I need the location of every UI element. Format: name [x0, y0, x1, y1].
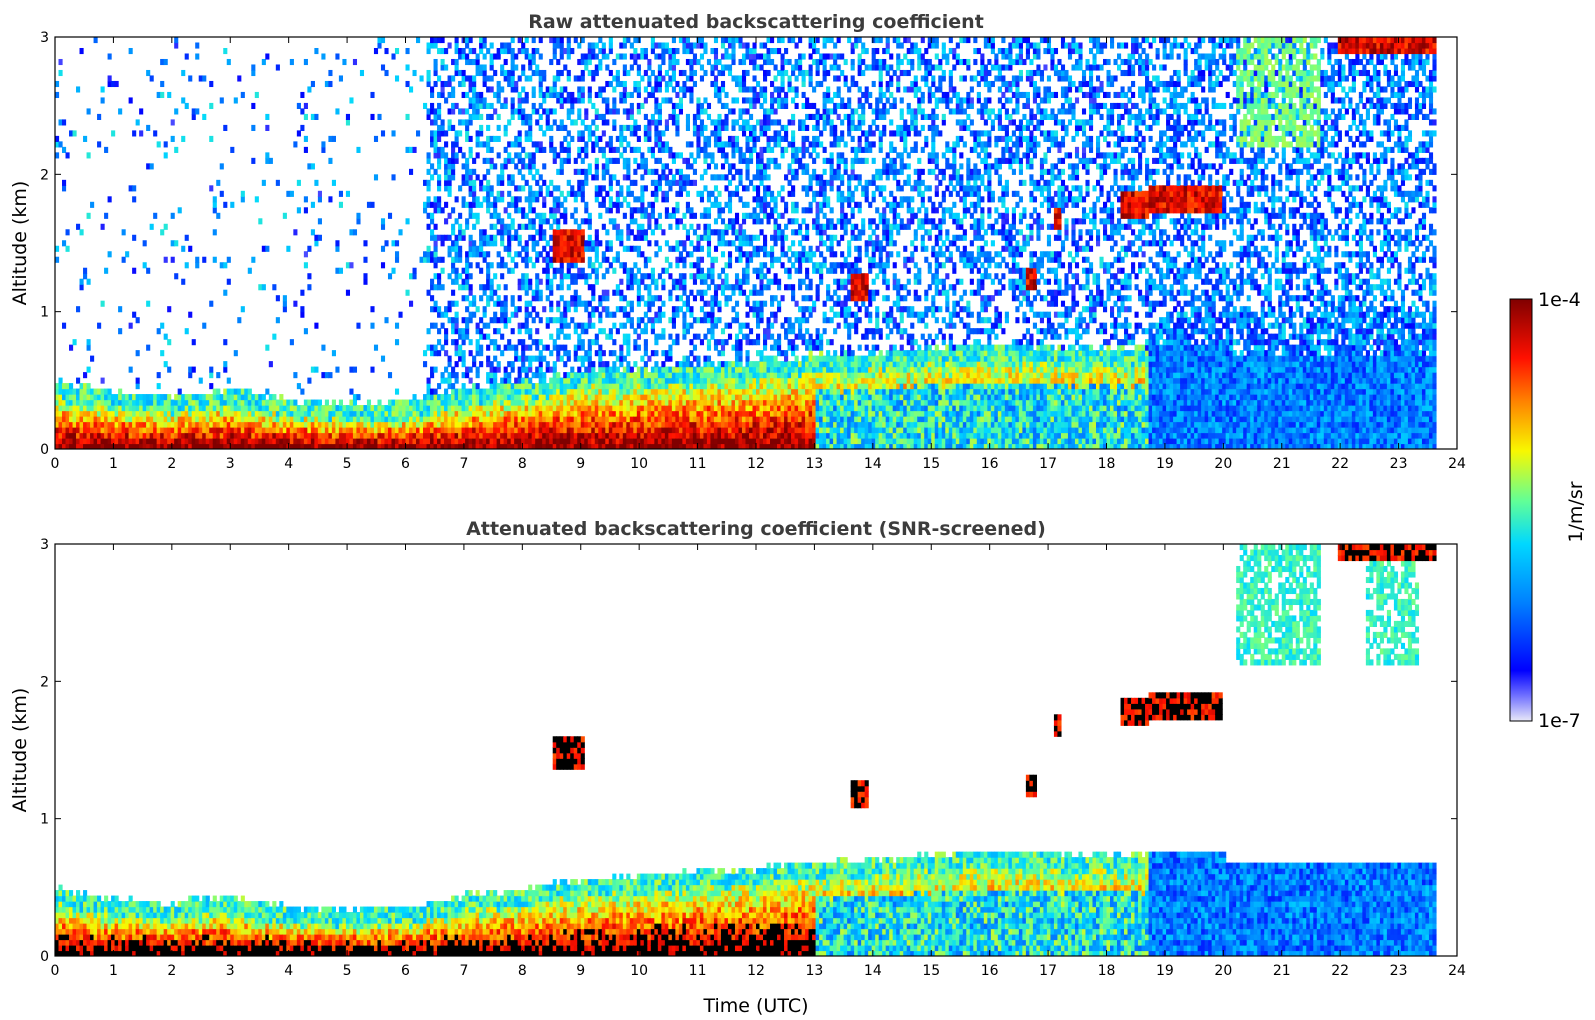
panel-screened-heatmap [55, 544, 1437, 956]
panel-screened: Attenuated backscattering coefficient (S… [9, 518, 1466, 1017]
y-tick-label: 1 [40, 305, 49, 321]
x-tick-label: 1 [109, 456, 118, 472]
x-tick-label: 5 [343, 456, 352, 472]
x-tick-label: 7 [459, 456, 468, 472]
y-tick-label: 2 [40, 167, 49, 183]
x-tick-label: 17 [1039, 963, 1057, 979]
colorbar-unit-label: 1/m/sr [1565, 481, 1587, 542]
panel-raw-axes: 0 1 2 3 4 5 6 7 8 9 10 11 12 13 14 15 16 17 18 19 20 21 22 23 24… [40, 30, 1466, 472]
x-tick-label: 18 [1098, 963, 1116, 979]
x-tick-label: 6 [401, 456, 410, 472]
panel-screened-ylabel: Altitude (km) [9, 688, 31, 813]
panel-raw: Raw attenuated backscattering coefficien… [9, 11, 1466, 472]
panel-raw-title: Raw attenuated backscattering coefficien… [528, 11, 984, 33]
x-tick-label: 15 [922, 456, 940, 472]
x-tick-label: 10 [630, 963, 648, 979]
x-tick-label: 4 [284, 963, 293, 979]
x-tick-label: 13 [806, 456, 824, 472]
x-tick-label: 24 [1448, 456, 1466, 472]
panel-raw-ylabel: Altitude (km) [9, 181, 31, 306]
x-tick-label: 17 [1039, 456, 1057, 472]
colorbar: 1e-4 1e-7 1/m/sr [1509, 289, 1587, 732]
y-tick-label: 2 [40, 674, 49, 690]
x-tick-label: 7 [459, 963, 468, 979]
x-tick-label: 14 [864, 456, 882, 472]
x-tick-label: 2 [167, 456, 176, 472]
y-tick-label: 3 [40, 537, 49, 553]
x-tick-label: 18 [1098, 456, 1116, 472]
x-tick-label: 11 [689, 456, 707, 472]
x-tick-label: 22 [1331, 963, 1349, 979]
x-tick-label: 23 [1390, 456, 1408, 472]
x-tick-label: 9 [576, 963, 585, 979]
x-tick-label: 21 [1273, 456, 1291, 472]
x-tick-label: 0 [51, 456, 60, 472]
panel-screened-axes: 0 1 2 3 4 5 6 7 8 9 10 11 12 13 14 15 16 17 18 19 20 21 22 23 24… [40, 537, 1466, 979]
x-tick-label: 3 [226, 963, 235, 979]
x-tick-label: 19 [1156, 963, 1174, 979]
x-tick-label: 6 [401, 963, 410, 979]
x-tick-label: 12 [747, 456, 765, 472]
x-tick-label: 20 [1214, 456, 1232, 472]
x-tick-label: 5 [343, 963, 352, 979]
x-tick-label: 16 [981, 456, 999, 472]
heatmap-layer [55, 544, 1437, 956]
x-tick-label: 14 [864, 963, 882, 979]
x-tick-label: 3 [226, 456, 235, 472]
y-tick-label: 1 [40, 812, 49, 828]
colorbar-max-label: 1e-4 [1538, 289, 1581, 311]
x-tick-label: 9 [576, 456, 585, 472]
x-tick-label: 10 [630, 456, 648, 472]
x-tick-label: 13 [806, 963, 824, 979]
x-tick-label: 15 [922, 963, 940, 979]
x-tick-label: 11 [689, 963, 707, 979]
x-tick-label: 8 [518, 963, 527, 979]
panel-screened-title: Attenuated backscattering coefficient (S… [466, 518, 1046, 540]
x-tick-label: 16 [981, 963, 999, 979]
y-tick-label: 3 [40, 30, 49, 46]
x-tick-label: 2 [167, 963, 176, 979]
colorbar-gradient [1509, 298, 1533, 722]
x-tick-label: 21 [1273, 963, 1291, 979]
x-tick-label: 4 [284, 456, 293, 472]
panel-raw-heatmap [55, 37, 1437, 449]
x-tick-label: 24 [1448, 963, 1466, 979]
x-tick-label: 19 [1156, 456, 1174, 472]
colorbar-min-label: 1e-7 [1538, 710, 1581, 732]
y-tick-label: 0 [40, 442, 49, 458]
x-tick-label: 20 [1214, 963, 1232, 979]
heatmap-layer [55, 37, 1437, 449]
x-tick-label: 12 [747, 963, 765, 979]
y-tick-label: 0 [40, 949, 49, 965]
x-tick-label: 8 [518, 456, 527, 472]
x-tick-label: 23 [1390, 963, 1408, 979]
x-tick-label: 22 [1331, 456, 1349, 472]
x-tick-label: 0 [51, 963, 60, 979]
x-tick-label: 1 [109, 963, 118, 979]
panel-screened-xlabel: Time (UTC) [702, 995, 808, 1017]
